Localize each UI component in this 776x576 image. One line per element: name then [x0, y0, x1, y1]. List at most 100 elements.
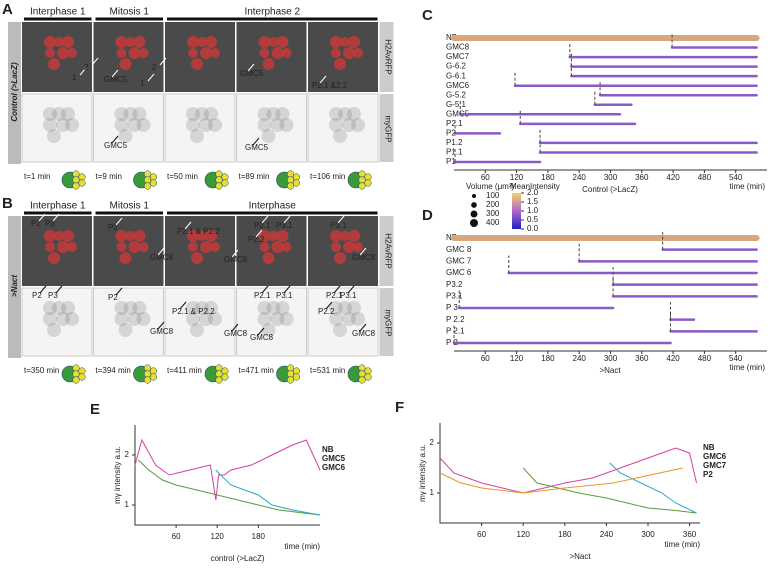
gfp-spot [186, 107, 200, 121]
gfp-spot [266, 301, 281, 315]
axis-title: time (min) [664, 540, 700, 549]
annotation: GMC8 [352, 253, 376, 262]
nucleus [116, 48, 127, 58]
row-label: P 2 [446, 338, 458, 347]
cell-icon [221, 373, 229, 381]
gfp-spot [195, 301, 209, 315]
time-label: t=350 min [24, 366, 59, 375]
gfp-spot [275, 301, 290, 315]
cell-icon [364, 179, 372, 187]
nucleus [353, 242, 363, 252]
cell-icon [286, 376, 295, 384]
nucleus [258, 230, 271, 242]
cell-icon [358, 182, 366, 190]
axis-title: mγ intensity a.u. [418, 444, 427, 502]
nucleus [57, 47, 69, 59]
gfp-spot [199, 312, 213, 326]
annotation: P3.1 [276, 291, 293, 300]
arrow [179, 301, 187, 310]
nucleus [45, 48, 55, 58]
annotation: GMC8 [150, 253, 174, 262]
legend-label: GMC7 [703, 461, 727, 470]
annotation: P3.1 [276, 221, 293, 230]
annotation: 2 [152, 63, 157, 72]
x-tick-label: 480 [698, 354, 712, 363]
gfp-spot [342, 118, 356, 132]
annotation: P2.1 &2.2 [312, 81, 348, 90]
nucleus [187, 36, 199, 48]
nucleus [67, 242, 77, 252]
trace [439, 467, 683, 494]
cell-icon [364, 373, 372, 381]
x-tick-label: 240 [573, 173, 587, 182]
time-label: t=394 min [96, 366, 131, 375]
row-label: P 2.1 [446, 326, 465, 335]
arrow [261, 215, 269, 224]
nucleus [125, 37, 136, 47]
annotation: 1 [140, 79, 145, 88]
phase-label: Interphase 2 [244, 7, 300, 18]
size-key [471, 202, 477, 208]
annotation: P2.1 & P2.2 [177, 227, 220, 236]
time-label: t=106 min [310, 172, 345, 181]
gfp-spot [270, 118, 285, 132]
x-tick-label: 240 [600, 530, 614, 539]
channel-label: H2AvRFP [383, 233, 392, 268]
y-tick-label: 1 [125, 500, 130, 509]
rfp-image [236, 216, 307, 286]
nucleus [348, 230, 360, 242]
annotation: P2.1 & P2.2 [172, 307, 215, 316]
row-label: GMC 6 [446, 268, 472, 277]
gfp-spot [132, 107, 147, 121]
gfp-spot [329, 107, 343, 121]
arrow [115, 217, 123, 226]
cell-icon [221, 173, 229, 181]
cell-icon [292, 179, 301, 187]
arrow [157, 321, 165, 330]
legend-label: NB [703, 443, 715, 452]
nucleus [205, 36, 217, 48]
y-tick-label: 2 [125, 450, 130, 459]
x-tick-label: 180 [541, 354, 555, 363]
arrow [52, 213, 60, 222]
arrow [231, 249, 239, 258]
panel-label: E [90, 401, 100, 418]
row-label: P1 [446, 157, 456, 166]
row-label: GMC 8 [446, 245, 472, 254]
trace [138, 459, 321, 516]
annotation: P2 [108, 293, 118, 302]
legend-label: 100 [486, 191, 500, 200]
annotation: P2.2 [248, 235, 265, 244]
cell-icon [358, 176, 366, 184]
cell-icon [358, 376, 366, 384]
gfp-spot [270, 312, 285, 326]
panel-label: D [422, 207, 433, 224]
cell-icon [364, 367, 372, 375]
x-tick-label: 420 [666, 173, 680, 182]
rfp-image [22, 22, 92, 92]
channel-label: myGFP [383, 115, 392, 142]
cell-icon [72, 182, 80, 190]
arrow [55, 285, 63, 294]
nucleus [271, 241, 284, 253]
gfp-spot [132, 301, 147, 315]
colorbar [512, 193, 521, 229]
annotation: GMC8 [224, 255, 248, 264]
rfp-image [308, 22, 378, 92]
annotation: P3 [48, 291, 58, 300]
row-label: G-6.2 [446, 62, 467, 71]
x-tick-label: 180 [541, 173, 555, 182]
axis-title: mγ intensity a.u. [113, 446, 122, 504]
gfp-spot [114, 312, 129, 326]
nucleus [44, 36, 56, 48]
annotation: GMC5 [240, 69, 264, 78]
cell-icon [149, 173, 158, 181]
row-label: P 2.2 [446, 315, 465, 324]
genotype-bg [8, 216, 21, 358]
gfp-spot [257, 118, 272, 132]
cell-icon [358, 370, 366, 378]
nucleus [262, 58, 275, 70]
gfp-spot [47, 129, 61, 143]
gfp-spot [186, 118, 200, 132]
